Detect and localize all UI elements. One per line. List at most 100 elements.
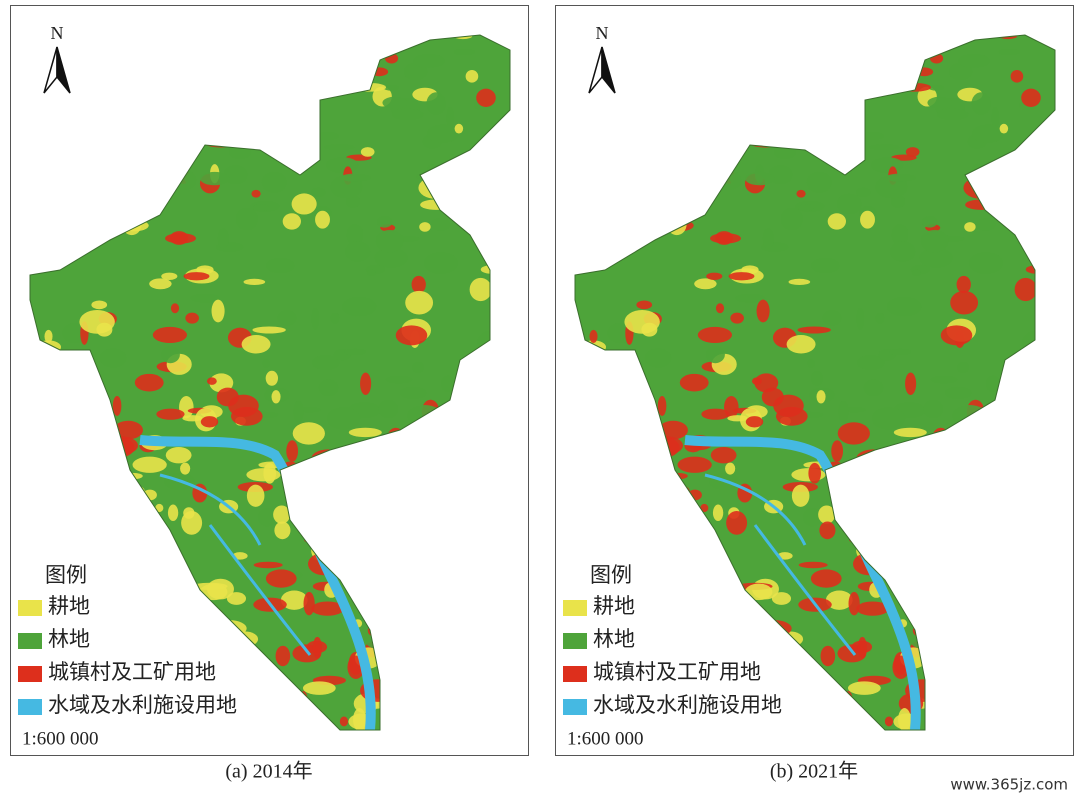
land-patch [875,312,885,324]
land-patch [788,278,811,286]
land-patch [819,521,836,540]
land-patch [944,386,972,400]
legend-item: 水域及水利施设用地 [593,693,782,717]
land-patch [453,48,476,56]
land-patch [265,569,297,588]
land-patch [786,335,816,354]
land-patch [727,415,748,422]
land-patch [797,326,831,334]
land-patch [868,143,900,151]
land-patch [791,484,810,507]
legend-item: 城镇村及工矿用地 [48,660,216,684]
land-patch [430,217,451,231]
land-patch [1010,70,1024,83]
land-patch [99,348,127,368]
land-patch [919,247,953,268]
land-patch [856,354,885,371]
land-patch [291,193,317,215]
land-patch [885,173,916,182]
land-patch [262,359,271,369]
land-patch [391,108,424,121]
land-patch [318,379,339,397]
land-patch [991,106,1000,130]
land-patch [423,251,459,275]
land-patch [751,377,762,385]
land-patch [263,462,277,484]
scale-label: 1:600 000 [567,728,644,749]
land-patch [190,293,221,303]
land-patch [251,189,261,198]
land-patch [827,213,846,230]
land-patch [658,420,688,440]
land-patch [374,247,408,268]
land-patch [156,408,185,420]
land-patch [964,222,976,232]
land-patch [780,207,804,231]
land-patch [889,348,912,356]
land-patch [165,447,192,464]
land-patch [200,171,230,186]
land-patch [426,92,446,116]
land-patch [710,233,741,244]
land-patch [810,569,842,588]
land-patch [206,377,217,385]
land-patch [847,681,881,695]
land-patch [927,96,953,109]
land-patch [246,484,265,507]
legend-swatch [18,633,42,649]
land-patch [810,257,840,274]
land-patch [292,422,325,445]
watermark: www.365jz.com [950,776,1068,794]
land-patch [241,335,271,354]
land-patch [948,62,973,81]
land-patch [411,275,426,294]
land-patch [971,92,991,116]
land-patch [808,462,822,484]
legend-item: 城镇村及工矿用地 [593,660,761,684]
land-patch [735,293,766,303]
land-patch [360,372,372,396]
land-patch [836,193,862,215]
land-patch [180,462,191,475]
river [159,473,312,656]
land-patch [838,400,849,423]
land-patch [277,309,297,326]
land-patch [728,272,755,281]
land-patch [476,88,496,107]
land-patch [293,400,304,423]
land-patch [971,124,1004,144]
legend-item: 林地 [593,627,635,651]
land-patch [831,440,844,462]
land-patch [376,215,393,228]
land-patch [185,312,199,324]
land-patch [715,303,725,314]
legend-title: 图例 [45,563,87,587]
land-patch [857,636,867,659]
river [704,473,857,656]
land-patch [871,407,906,430]
land-patch [253,561,283,569]
land-patch [928,84,945,91]
north-arrow [56,46,71,94]
land-patch [701,408,730,420]
land-patch [385,375,413,384]
land-patch [348,427,382,438]
land-patch [810,370,824,386]
land-patch [848,591,860,616]
land-patch [985,375,1001,393]
land-patch [403,62,428,81]
land-patch [311,601,345,616]
land-patch [160,346,180,364]
land-patch [345,195,361,208]
land-patch [170,303,180,314]
land-patch [339,716,349,727]
land-patch [310,187,326,198]
land-patch [807,359,816,369]
north-label: N [51,23,64,43]
land-patch [243,278,266,286]
land-patch [265,257,295,274]
land-patch [798,204,814,212]
land-patch [375,229,404,253]
